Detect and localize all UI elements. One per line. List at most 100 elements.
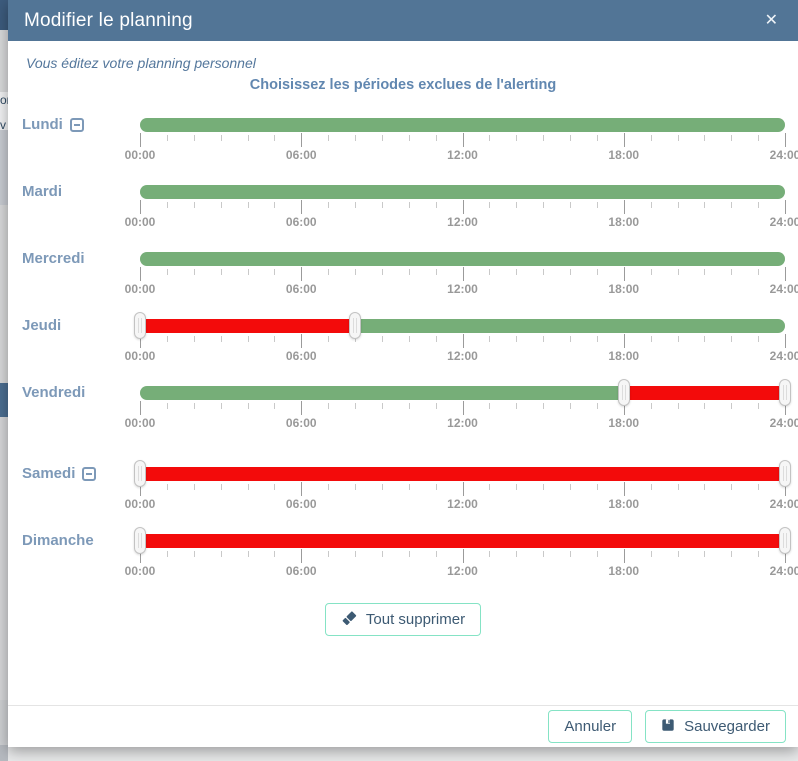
background-segment (0, 0, 8, 30)
slider-handle[interactable] (779, 527, 791, 554)
tick-label: 24:00 (769, 416, 798, 430)
time-range-slider[interactable]: 00:00 06:00 12:00 18:00 24:00 (125, 312, 798, 363)
day-label-box: Dimanche (8, 532, 140, 549)
minor-tick (489, 551, 491, 557)
cancel-button[interactable]: Annuler (548, 710, 633, 743)
major-tick (623, 549, 625, 563)
minor-tick (758, 269, 760, 275)
clear-all-button[interactable]: Tout supprimer (324, 603, 482, 636)
minor-tick (220, 135, 222, 141)
minor-tick (543, 202, 545, 208)
slider-segment-excluded (140, 534, 785, 548)
slider-track (140, 252, 785, 266)
minor-tick (166, 269, 168, 275)
background-segment (0, 745, 8, 761)
tick-label: 06:00 (285, 416, 317, 430)
slider-ticks (140, 266, 786, 281)
section-heading: Choisissez les périodes exclues de l'ale… (249, 77, 557, 93)
minor-tick (596, 202, 598, 208)
minor-tick (220, 202, 222, 208)
minus-square-icon[interactable] (69, 117, 84, 132)
tick-label: 00:00 (124, 148, 156, 162)
slider-segment-included (140, 252, 785, 266)
tick-label: 12:00 (447, 564, 478, 578)
slider-handle[interactable] (349, 312, 361, 339)
time-range-slider[interactable]: 00:00 06:00 12:00 18:00 24:00 (125, 379, 798, 430)
day-label-box: Mardi (8, 183, 140, 200)
minor-tick (355, 551, 356, 557)
minor-tick (489, 403, 491, 409)
minor-tick (381, 202, 383, 208)
minor-tick (543, 551, 545, 557)
minor-tick (328, 484, 330, 490)
minor-tick (247, 269, 249, 275)
tick-label: 12:00 (447, 497, 478, 511)
minor-tick (328, 202, 330, 208)
major-tick (301, 133, 303, 147)
slider-segment-excluded (140, 319, 355, 333)
time-range-slider[interactable]: 00:00 06:00 12:00 18:00 24:00 (125, 185, 798, 229)
tick-label: 06:00 (285, 282, 317, 296)
minor-tick (408, 403, 410, 409)
tick-label: 24:00 (769, 215, 798, 229)
minor-tick (596, 403, 598, 409)
minor-tick (704, 484, 706, 490)
time-range-slider[interactable]: 00:00 06:00 12:00 18:00 24:00 (125, 460, 798, 511)
minor-tick (543, 135, 545, 141)
minus-square-icon[interactable] (82, 466, 97, 481)
major-tick (140, 200, 141, 214)
minor-tick (570, 135, 571, 141)
minor-tick (247, 484, 249, 490)
minor-tick (381, 551, 383, 557)
tick-label: 24:00 (769, 349, 798, 363)
minor-tick (355, 403, 356, 409)
minor-tick (381, 135, 383, 141)
background-segment (0, 700, 8, 745)
tick-label: 00:00 (124, 282, 156, 296)
major-tick (623, 267, 625, 281)
minor-tick (274, 336, 276, 342)
slider-handle[interactable] (134, 527, 146, 554)
modal-footer: Annuler Sauvegarder (8, 705, 798, 747)
slider-segment-excluded (140, 467, 785, 481)
minor-tick (247, 403, 249, 409)
minor-tick (677, 484, 679, 490)
slider-segment-included (140, 118, 785, 132)
slider-tick-labels: 00:00 06:00 12:00 18:00 24:00 (125, 563, 798, 578)
tick-label: 12:00 (447, 349, 478, 363)
close-icon[interactable]: ✕ (764, 11, 778, 29)
minor-tick (435, 403, 437, 409)
slider-handle[interactable] (134, 460, 146, 487)
save-button[interactable]: Sauvegarder (645, 710, 786, 743)
minor-tick (166, 403, 168, 409)
slider-handle[interactable] (779, 379, 791, 406)
tick-label: 18:00 (608, 416, 640, 430)
slider-handle[interactable] (617, 379, 630, 406)
day-label-box: Mercredi (8, 250, 140, 267)
minor-tick (731, 484, 733, 490)
slider-tick-labels: 00:00 06:00 12:00 18:00 24:00 (125, 214, 798, 229)
tick-label: 18:00 (608, 497, 640, 511)
minor-tick (328, 403, 330, 409)
slider-ticks (140, 400, 786, 415)
minor-tick (274, 403, 276, 409)
minor-tick (274, 135, 276, 141)
minor-tick (516, 403, 518, 409)
day-label: Lundi (22, 116, 63, 133)
minor-tick (543, 336, 545, 342)
major-tick (785, 482, 786, 496)
minor-tick (381, 269, 383, 275)
minor-tick (193, 202, 195, 208)
minor-tick (435, 135, 437, 141)
major-tick (462, 133, 464, 147)
tick-label: 06:00 (285, 349, 317, 363)
minor-tick (570, 269, 571, 275)
time-range-slider[interactable]: 00:00 06:00 12:00 18:00 24:00 (125, 527, 798, 578)
time-range-slider[interactable]: 00:00 06:00 12:00 18:00 24:00 (125, 118, 798, 162)
major-tick (785, 267, 786, 281)
slider-handle[interactable] (779, 460, 791, 487)
minor-tick (328, 135, 330, 141)
tick-label: 24:00 (769, 497, 798, 511)
time-range-slider[interactable]: 00:00 06:00 12:00 18:00 24:00 (125, 252, 798, 296)
slider-handle[interactable] (134, 312, 146, 339)
